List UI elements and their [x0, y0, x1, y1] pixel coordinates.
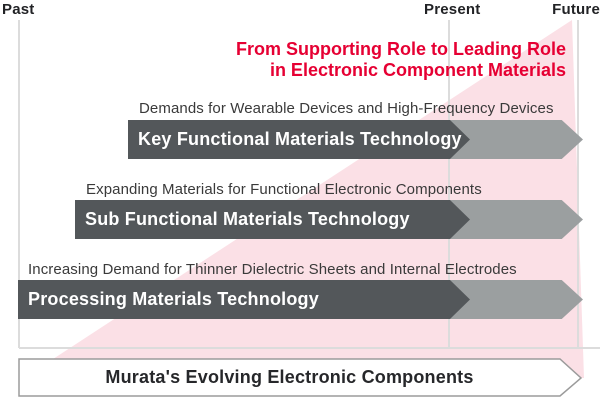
row3-future-arrow	[450, 280, 583, 319]
row2-technology-arrow: Sub Functional Materials Technology	[75, 200, 470, 239]
row2-caption: Expanding Materials for Functional Elect…	[86, 181, 482, 198]
row2-technology-label: Sub Functional Materials Technology	[85, 209, 410, 229]
row3-technology-arrow: Processing Materials Technology	[18, 280, 470, 319]
headline-line2: in Electronic Component Materials	[269, 60, 566, 80]
timeline-label-present: Present	[424, 1, 481, 18]
row1-technology-label: Key Functional Materials Technology	[138, 129, 462, 149]
row3-caption: Increasing Demand for Thinner Dielectric…	[28, 261, 517, 278]
timeline-label-past: Past	[2, 1, 35, 18]
row1-caption: Demands for Wearable Devices and High-Fr…	[139, 100, 554, 117]
headline: From Supporting Role to Leading Role in …	[236, 39, 566, 81]
row3-technology-label: Processing Materials Technology	[28, 289, 319, 309]
row2-future-arrow	[450, 200, 583, 239]
timeline-label-future: Future	[552, 1, 600, 18]
footer-arrow-shape	[18, 358, 583, 397]
footer-arrow-label: Murata's Evolving Electronic Components	[105, 367, 474, 387]
row1-technology-arrow: Key Functional Materials Technology	[128, 120, 470, 159]
row1-future-arrow	[450, 120, 583, 159]
headline-line1: From Supporting Role to Leading Role	[236, 39, 566, 59]
